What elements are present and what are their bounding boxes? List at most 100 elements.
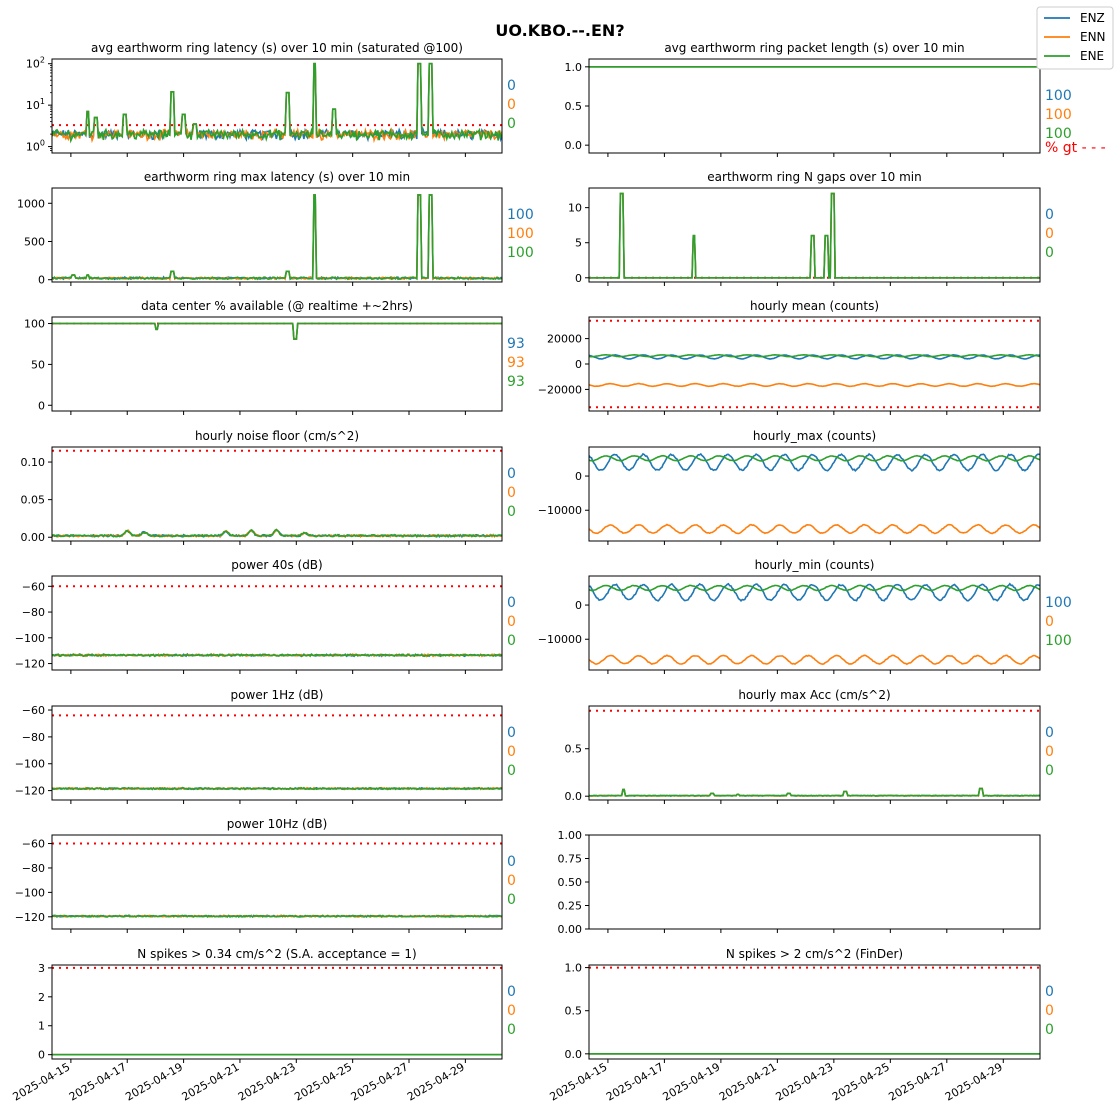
panel-title: data center % available (@ realtime +~2h…: [141, 299, 413, 313]
panel-12: hourly max Acc (cm/s^2) 0.0 0.5 0 0 0: [565, 688, 1054, 804]
panel-title: N spikes > 0.34 cm/s^2 (S.A. acceptance …: [137, 947, 416, 961]
stat-value-enz: 100: [1045, 595, 1072, 611]
panel-title: power 10Hz (dB): [227, 817, 328, 831]
stat-value-ene: 0: [1045, 763, 1054, 779]
series-line-ene: [589, 787, 1040, 798]
y-tick-label: −120: [15, 911, 45, 924]
panel-13: power 10Hz (dB) −120 −100 −80 −60 0 0 0: [15, 817, 516, 933]
y-tick-label: 0.25: [558, 900, 583, 913]
panel-1: avg earthworm ring latency (s) over 10 m…: [26, 41, 516, 157]
x-tick-label: 2025-04-17: [604, 1060, 666, 1103]
y-tick-label: 0.0: [565, 139, 583, 152]
y-tick-label: 0: [38, 1049, 45, 1062]
y-tick-label: 0: [575, 470, 582, 483]
series-group: [589, 582, 1040, 666]
series-line-enn: [52, 322, 502, 340]
y-tick-label: 1.0: [565, 61, 583, 74]
series-group: [52, 714, 502, 791]
panel-frame: [588, 58, 1041, 154]
stat-value-enn: 0: [1045, 226, 1054, 242]
stat-value-enz: 0: [507, 78, 516, 94]
stat-value-ene: 0: [507, 116, 516, 132]
stat-value-ene: 0: [507, 633, 516, 649]
stat-value-enz: 100: [507, 207, 534, 223]
y-tick-label: −10000: [538, 633, 582, 646]
series-line-ene: [589, 584, 1040, 592]
stat-value-enn: 93: [507, 355, 525, 371]
panel-2: avg earthworm ring packet length (s) ove…: [565, 41, 1106, 157]
panel-10: hourly_min (counts) −10000 0 100 0 100: [538, 558, 1072, 674]
series-line-enz: [589, 582, 1040, 602]
panel-frame: [588, 316, 1041, 412]
stat-value-enz: 0: [507, 984, 516, 1000]
panel-title: avg earthworm ring packet length (s) ove…: [664, 41, 964, 55]
stat-value-enn: 0: [1045, 1003, 1054, 1019]
panel-frame: [588, 705, 1041, 801]
panel-title: earthworm ring max latency (s) over 10 m…: [144, 170, 410, 184]
stat-value-enn: 100: [507, 226, 534, 242]
series-line-ene: [589, 192, 1040, 279]
y-tick-label: −60: [22, 704, 45, 717]
y-tick-label: −80: [22, 606, 45, 619]
series-line-ene: [52, 914, 502, 919]
panel-title: power 40s (dB): [231, 558, 322, 572]
y-tick-label: 0: [575, 272, 582, 285]
series-line-enn: [589, 654, 1040, 666]
panels-group: avg earthworm ring latency (s) over 10 m…: [11, 41, 1106, 1104]
panel-frame: [51, 446, 503, 542]
series-line-enz: [52, 194, 502, 281]
panel-title: N spikes > 2 cm/s^2 (FinDer): [726, 947, 903, 961]
stat-value-enz: 0: [1045, 725, 1054, 741]
series-group: [589, 319, 1040, 409]
panel-frame: [588, 964, 1041, 1060]
stat-value-enn: 0: [507, 485, 516, 501]
series-group: [589, 452, 1040, 535]
panel-title: hourly_max (counts): [753, 429, 876, 443]
figure-title: UO.KBO.--.EN?: [495, 21, 624, 40]
y-tick-label: 0: [575, 358, 582, 371]
stat-value-enz: 93: [507, 336, 525, 352]
series-group: [589, 966, 1040, 1055]
y-tick-label: −100: [15, 758, 45, 771]
panel-title: hourly_min (counts): [755, 558, 875, 572]
panel-title: hourly mean (counts): [750, 299, 879, 313]
y-tick-label: 0: [38, 274, 45, 287]
series-line-ene: [589, 454, 1040, 462]
stat-value-enz: 0: [1045, 984, 1054, 1000]
y-tick-label: 0: [575, 599, 582, 612]
panel-frame: [51, 834, 503, 930]
panel-frame: [51, 316, 503, 412]
series-line-enz: [52, 322, 502, 340]
y-tick-label: 50: [31, 358, 45, 371]
panel-title: power 1Hz (dB): [231, 688, 324, 702]
y-tick-label: 0.05: [21, 494, 46, 507]
y-tick-label: 1: [38, 1020, 45, 1033]
y-tick-label: 0.00: [558, 923, 583, 936]
stat-value-enz: 0: [507, 854, 516, 870]
stat-value-enn: 0: [507, 614, 516, 630]
panel-frame: [588, 834, 1041, 930]
series-group: [52, 842, 502, 919]
x-tick-label: 2025-04-21: [717, 1060, 779, 1103]
legend-box: [1036, 6, 1114, 70]
panel-9: power 40s (dB) −120 −100 −80 −60 0 0 0: [15, 558, 516, 674]
series-line-enz: [589, 452, 1040, 472]
legend: ENZ ENN ENE: [1036, 6, 1114, 70]
y-tick-label: 0: [38, 399, 45, 412]
stat-value-enn: 0: [507, 97, 516, 113]
y-tick-label: −80: [22, 862, 45, 875]
panel-frame: [51, 575, 503, 671]
y-tick-label: 0.50: [558, 876, 583, 889]
series-group: [52, 322, 502, 340]
y-tick-label: −10000: [538, 504, 582, 517]
stat-value-ene: 93: [507, 374, 525, 390]
panel-4: earthworm ring N gaps over 10 min 0 5 10 0 0 0: [568, 170, 1054, 286]
panel-title: hourly max Acc (cm/s^2): [738, 688, 890, 702]
y-tick-label: 101: [26, 97, 45, 112]
y-tick-label: −100: [15, 886, 45, 899]
series-line-ene: [52, 786, 502, 791]
x-tick-label: 2025-04-27: [349, 1060, 411, 1103]
panel-frame: [51, 58, 503, 154]
y-tick-exponent: 0: [40, 139, 45, 148]
